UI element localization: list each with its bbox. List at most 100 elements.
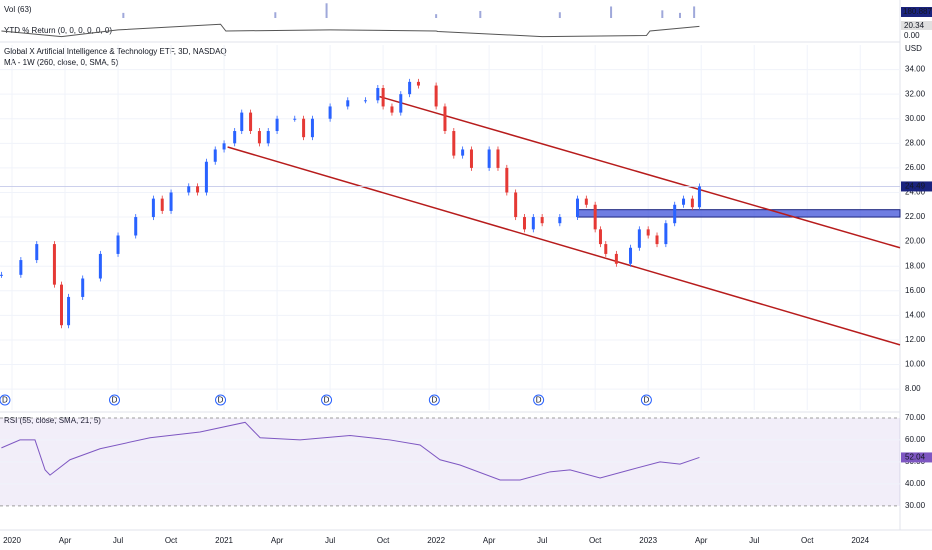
candle [204, 161, 208, 193]
dividend-label: D [644, 396, 650, 405]
candle [673, 204, 677, 224]
candle [505, 167, 509, 193]
candle [67, 296, 71, 326]
candle [257, 131, 261, 144]
x-tick-label: Apr [483, 536, 496, 545]
candle [399, 94, 403, 113]
ytd-label: 0.00 [904, 31, 920, 40]
last-price-label: 24.49 [905, 182, 926, 191]
candle [690, 198, 694, 208]
y-tick-label: 34.00 [905, 65, 926, 74]
dividend-marker [640, 394, 652, 406]
dividend-marker [0, 394, 11, 406]
candle [240, 112, 244, 132]
candle [376, 88, 380, 101]
candle [275, 118, 279, 132]
candle [604, 244, 608, 254]
candle [310, 118, 314, 138]
candle [614, 253, 618, 264]
y-tick-label: 16.00 [905, 286, 926, 295]
x-tick-label: Jul [537, 536, 547, 545]
candle [328, 106, 332, 119]
candle [19, 260, 23, 275]
x-tick-label: Oct [377, 536, 390, 545]
candle [233, 131, 237, 144]
x-tick-label: 2021 [215, 536, 233, 545]
volume-bar [479, 10, 482, 18]
y-tick-label: 18.00 [905, 261, 926, 270]
candle [637, 229, 641, 248]
candle [697, 186, 701, 208]
candle [363, 100, 367, 102]
candle [540, 217, 544, 224]
candle [646, 229, 650, 236]
dividend-marker [109, 394, 121, 406]
candle [487, 149, 491, 168]
dividend-label: D [2, 396, 8, 405]
volume-bar [558, 12, 561, 18]
candle [302, 118, 306, 138]
dividend-label: D [536, 396, 542, 405]
candle [98, 253, 102, 279]
rsi-tick-label: 30.00 [905, 501, 926, 510]
trendline [379, 95, 901, 249]
rsi-tick-label: 60.00 [905, 435, 926, 444]
candle [116, 235, 120, 254]
candle [496, 149, 500, 168]
candle [151, 198, 155, 218]
candle [522, 217, 526, 230]
dividend-label: D [431, 396, 437, 405]
candle [213, 149, 217, 162]
volume-bar [693, 6, 696, 18]
y-tick-label: 8.00 [905, 384, 921, 393]
dividend-marker [321, 394, 333, 406]
candle [160, 198, 164, 211]
candle [531, 217, 535, 230]
ytd-label: 20.34 [904, 21, 925, 30]
y-tick-label: 22.00 [905, 212, 926, 221]
dividend-label: D [324, 396, 330, 405]
rsi-tick-label: 70.00 [905, 413, 926, 422]
volume-bar [610, 6, 613, 19]
volume-last-label: 180.887K [903, 7, 932, 16]
rsi-line [1, 421, 700, 481]
rsi-tick-label: 40.00 [905, 479, 926, 488]
candle [196, 186, 200, 193]
volume-bar [274, 12, 277, 18]
ytd-line [1, 23, 700, 38]
y-tick-label: 24.00 [905, 188, 926, 197]
x-tick-label: Apr [695, 536, 708, 545]
candle [408, 81, 412, 95]
volume-bar [325, 3, 328, 19]
candle [293, 118, 297, 120]
x-tick-label: Oct [801, 536, 814, 545]
y-tick-label: 12.00 [905, 335, 926, 344]
x-tick-label: 2023 [639, 536, 657, 545]
x-tick-label: Jul [749, 536, 759, 545]
zone [576, 209, 901, 218]
x-tick-label: Apr [59, 536, 72, 545]
x-tick-label: Jul [113, 536, 123, 545]
y-unit: USD [905, 44, 922, 53]
candle [443, 106, 447, 132]
y-tick-label: 10.00 [905, 360, 926, 369]
y-tick-label: 32.00 [905, 89, 926, 98]
x-tick-label: Oct [165, 536, 178, 545]
rsi-title: RSI (55, close, SMA, 21, 5) [4, 416, 101, 425]
candle [187, 186, 191, 193]
candle [381, 88, 385, 107]
volume-title: Vol (63) [4, 5, 32, 14]
x-tick-label: Apr [271, 536, 284, 545]
candle [222, 143, 226, 150]
y-tick-label: 26.00 [905, 163, 926, 172]
candle [469, 149, 473, 168]
dividend-label: D [218, 396, 224, 405]
candle [169, 192, 173, 211]
candle [416, 81, 420, 86]
dividend-marker [428, 394, 440, 406]
chart-subtitle: MA - 1W (260, close, 0, SMA, 5) [4, 58, 119, 67]
dividend-marker [533, 394, 545, 406]
candle [558, 217, 562, 224]
candle [584, 198, 588, 205]
